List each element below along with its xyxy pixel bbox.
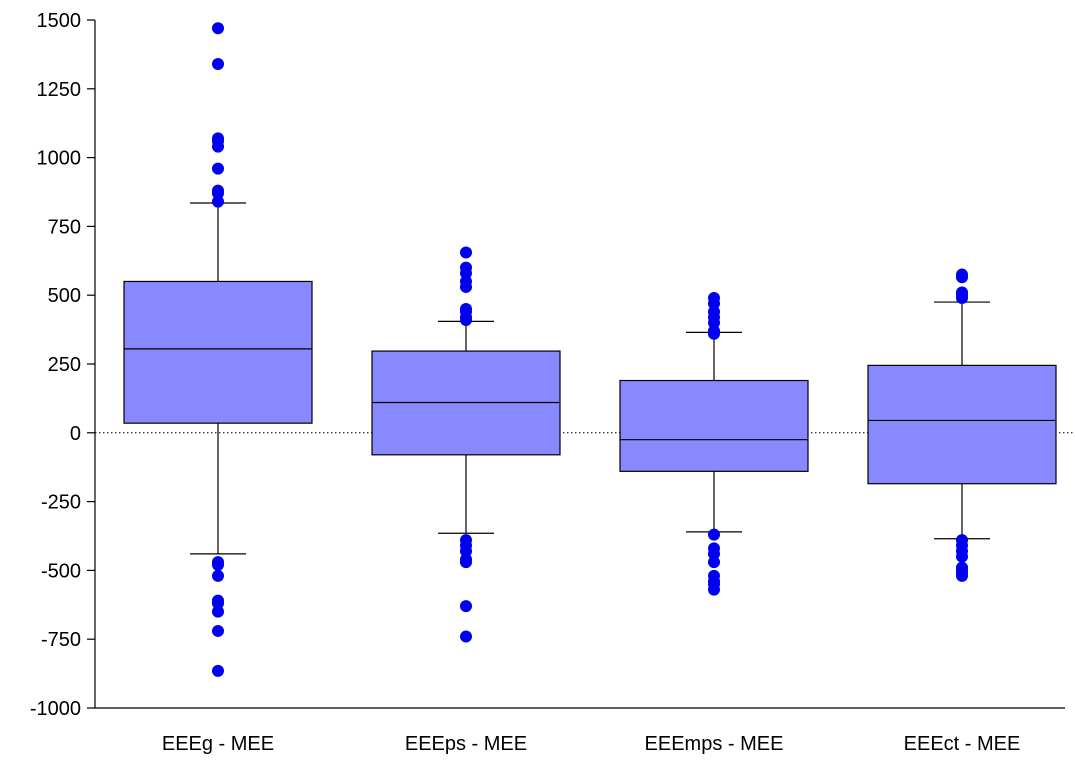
outlier-point — [460, 280, 472, 293]
box-series — [123, 22, 1057, 677]
outlier-point — [708, 583, 720, 596]
outlier-point — [212, 22, 224, 35]
y-tick-label: 250 — [48, 354, 81, 376]
y-tick-label: -250 — [41, 492, 81, 514]
outlier-point — [212, 187, 224, 200]
outlier-point — [708, 327, 720, 340]
x-category-label: EEEct - MEE — [904, 733, 1021, 755]
outlier-point — [212, 58, 224, 71]
outlier-point — [956, 550, 968, 563]
x-category-label: EEEmps - MEE — [645, 733, 784, 755]
outlier-point — [460, 545, 472, 558]
y-tick-label: 1000 — [37, 148, 82, 170]
outlier-point — [212, 664, 224, 677]
outlier-point — [212, 569, 224, 582]
y-tick-label: 750 — [48, 216, 81, 238]
outlier-point — [460, 313, 472, 326]
y-tick-label: 1250 — [37, 79, 82, 101]
outlier-point — [212, 558, 224, 571]
outlier-point — [956, 271, 968, 284]
outlier-point — [460, 267, 472, 280]
outlier-point — [212, 624, 224, 637]
box-group — [123, 22, 313, 677]
outlier-point — [708, 297, 720, 310]
outlier-point — [708, 316, 720, 329]
outlier-point — [212, 195, 224, 208]
outlier-point — [956, 291, 968, 304]
outlier-point — [708, 528, 720, 541]
y-tick-label: -500 — [41, 560, 81, 582]
y-tick-label: -750 — [41, 629, 81, 651]
box-iqr — [867, 364, 1057, 485]
box-iqr — [123, 280, 313, 424]
x-axis: EEEg - MEE EEEps - MEE EEEmps - MEE EEEct -… — [95, 707, 1065, 755]
outlier-point — [212, 597, 224, 610]
outlier-point — [460, 630, 472, 643]
box-iqr — [619, 379, 809, 472]
box-group — [371, 246, 561, 643]
y-tick-label: -1000 — [30, 698, 81, 720]
x-category-label: EEEg - MEE — [162, 733, 274, 755]
y-axis: 1500 1250 1000 750 500 250 0 -250 -500 -750 -1000 — [30, 10, 96, 720]
outlier-point — [956, 569, 968, 582]
outlier-point — [212, 162, 224, 175]
outlier-point — [460, 556, 472, 569]
outlier-point — [460, 600, 472, 613]
outlier-point — [708, 556, 720, 569]
outlier-point — [460, 246, 472, 259]
box-group — [619, 291, 809, 596]
x-category-label: EEEps - MEE — [405, 733, 527, 755]
outlier-point — [708, 547, 720, 560]
box-group — [867, 268, 1057, 582]
outlier-point — [212, 140, 224, 153]
outlier-point — [212, 605, 224, 618]
y-tick-label: 1500 — [37, 10, 82, 32]
y-tick-label: 500 — [48, 285, 81, 307]
y-tick-label: 0 — [70, 423, 81, 445]
